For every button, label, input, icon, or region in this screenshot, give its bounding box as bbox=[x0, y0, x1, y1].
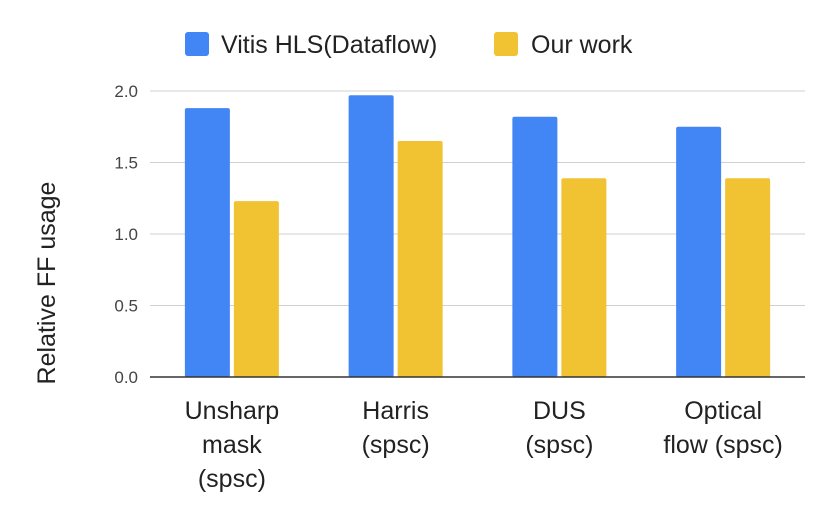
bar-vitis bbox=[348, 95, 394, 377]
bars bbox=[184, 95, 771, 378]
x-category-labels: Unsharp mask (spsc) Harris (spsc) DUS (spsc) Op… bbox=[185, 397, 783, 493]
y-tick-labels: 0.0 0.5 1.0 1.5 2.0 bbox=[114, 82, 138, 387]
x-category-label: Harris bbox=[362, 397, 429, 425]
bar-vitis bbox=[184, 108, 230, 377]
bar-vitis bbox=[676, 126, 722, 377]
bar-our-work bbox=[561, 178, 607, 377]
y-tick-label: 0.5 bbox=[114, 297, 138, 316]
y-tick-label: 0.0 bbox=[114, 368, 138, 387]
bar-our-work bbox=[725, 178, 771, 377]
x-category-label: (spsc) bbox=[362, 431, 430, 459]
legend-label: Our work bbox=[531, 31, 633, 59]
x-category-label: DUS bbox=[533, 397, 586, 425]
legend: Vitis HLS(Dataflow) Our work bbox=[185, 31, 633, 59]
legend-label: Vitis HLS(Dataflow) bbox=[221, 31, 437, 59]
bar-our-work bbox=[233, 201, 279, 377]
y-axis-title: Relative FF usage bbox=[33, 182, 61, 385]
y-tick-label: 2.0 bbox=[114, 82, 138, 101]
bar-our-work bbox=[397, 141, 443, 377]
x-category-label: (spsc) bbox=[525, 431, 593, 459]
x-category-label: Unsharp bbox=[185, 397, 280, 425]
x-category-label: flow (spsc) bbox=[663, 431, 782, 459]
legend-swatch bbox=[494, 32, 518, 56]
legend-swatch bbox=[185, 32, 209, 56]
x-category-label: mask bbox=[202, 431, 262, 459]
y-tick-label: 1.0 bbox=[114, 225, 138, 244]
y-tick-label: 1.5 bbox=[114, 154, 138, 173]
x-category-label: (spsc) bbox=[198, 465, 266, 493]
x-category-label: Optical bbox=[684, 397, 762, 425]
bar-vitis bbox=[512, 116, 558, 378]
